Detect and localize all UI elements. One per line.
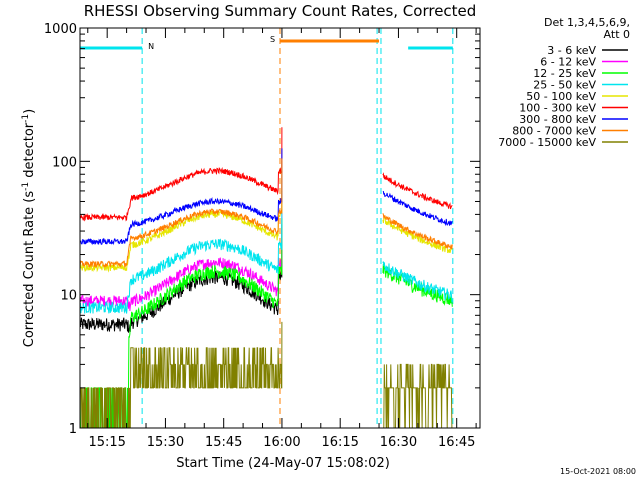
x-axis: 15:15 15:30 15:45 16:00 16:15 16:30 16:45 [87, 28, 477, 450]
legend-label: 800 - 7000 keV [512, 125, 596, 138]
x-tick-label: 15:30 [147, 435, 184, 450]
y-tick-label: 1 [69, 422, 77, 437]
y-label-mid: detector [22, 122, 37, 182]
series-line-before [79, 148, 283, 246]
series-line-after [382, 213, 453, 250]
series-line-after [382, 363, 453, 429]
series-line-after [382, 261, 453, 304]
y-label-main: Corrected Count Rate (s [22, 191, 37, 348]
series-line-before [79, 321, 283, 429]
flag-bar-label: S [270, 35, 275, 44]
plot-area: NS [79, 27, 481, 429]
x-axis-label: Start Time (24-May-07 15:08:02) [176, 456, 390, 471]
legend-header-line1: Det 1,3,4,5,6,9, [544, 16, 630, 29]
series-line-after [382, 190, 453, 227]
y-tick-label: 100 [52, 155, 77, 170]
y-label-sup1: -1 [21, 182, 31, 191]
flag-bar-label: N [148, 42, 154, 51]
x-tick-label: 16:00 [263, 435, 300, 450]
series-line-after [382, 172, 453, 210]
plot-frame-top [79, 27, 481, 429]
legend-label: 12 - 25 keV [533, 67, 596, 80]
series-line-before [79, 127, 283, 222]
legend-label: 50 - 100 keV [526, 90, 596, 103]
legend-label: 7000 - 15000 keV [498, 136, 596, 149]
legend-label: 300 - 800 keV [519, 113, 596, 126]
legend-label: 3 - 6 keV [547, 44, 596, 57]
series-line-before [79, 158, 283, 268]
footer-date: 15-Oct-2021 08:00 [560, 467, 636, 476]
y-label-end: ) [22, 109, 37, 114]
y-label-sup2: -1 [21, 114, 31, 123]
y-tick-label: 10 [60, 289, 77, 304]
legend-label: 6 - 12 keV [540, 56, 596, 69]
legend-label: 25 - 50 keV [533, 79, 596, 92]
x-tick-label: 16:45 [438, 435, 475, 450]
legend-header-line2: Att 0 [604, 28, 630, 41]
y-axis: 1 10 100 1000 [44, 22, 480, 437]
y-tick-label: 1000 [44, 22, 77, 37]
x-tick-label: 15:45 [205, 435, 242, 450]
legend-label: 100 - 300 keV [519, 102, 596, 115]
series-line-before [79, 209, 283, 311]
x-tick-label: 15:15 [88, 435, 125, 450]
x-tick-label: 16:30 [380, 435, 417, 450]
series-line-before [79, 190, 283, 314]
chart-title: RHESSI Observing Summary Count Rates, Co… [84, 2, 477, 20]
series-line-before [79, 224, 283, 333]
y-axis-label: Corrected Count Rate (s-1 detector-1) [21, 109, 37, 347]
x-tick-label: 16:15 [321, 435, 358, 450]
